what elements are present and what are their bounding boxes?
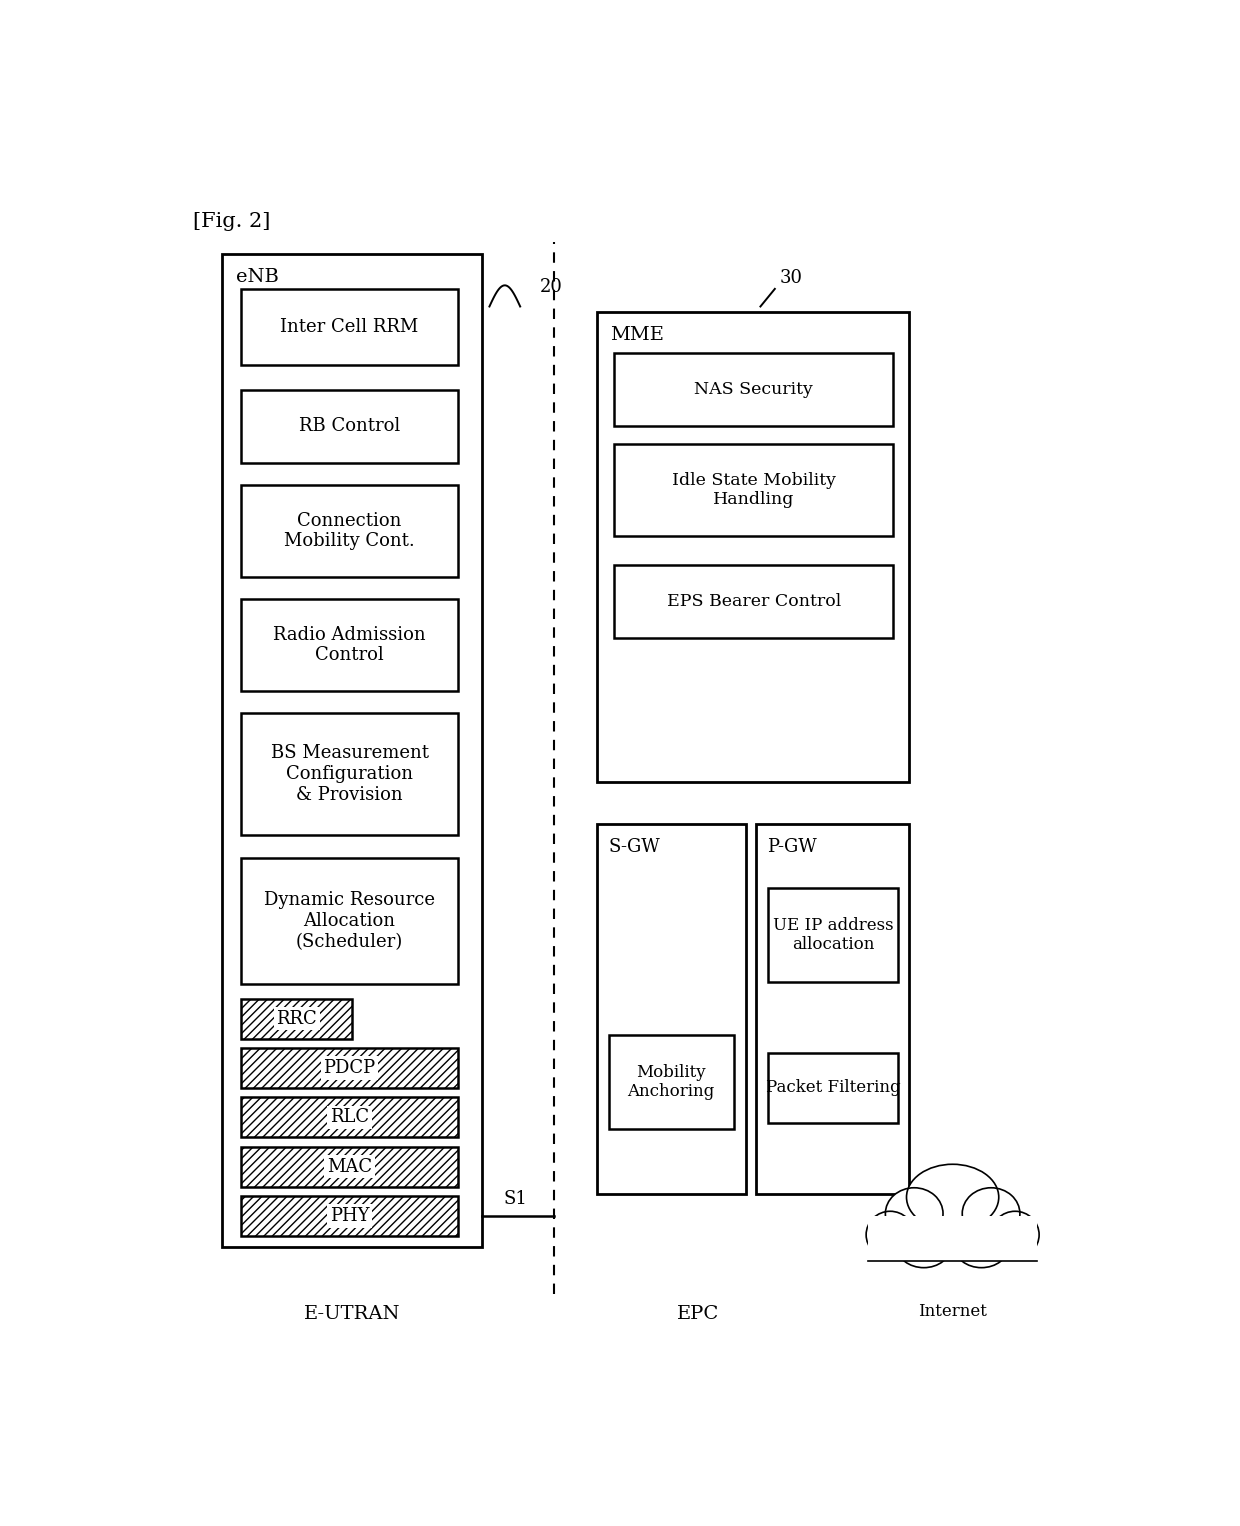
- Text: RRC: RRC: [277, 1010, 317, 1027]
- Bar: [242, 858, 458, 984]
- Text: Inter Cell RRM: Inter Cell RRM: [280, 317, 419, 336]
- Text: Mobility
Anchoring: Mobility Anchoring: [627, 1064, 714, 1100]
- Text: 20: 20: [539, 278, 562, 296]
- Ellipse shape: [897, 1225, 951, 1268]
- Text: Connection
Mobility Cont.: Connection Mobility Cont.: [284, 511, 415, 551]
- Text: Dynamic Resource
Allocation
(Scheduler): Dynamic Resource Allocation (Scheduler): [264, 891, 435, 951]
- Text: BS Measurement
Configuration
& Provision: BS Measurement Configuration & Provision: [270, 745, 429, 804]
- Text: [Fig. 2]: [Fig. 2]: [193, 212, 270, 232]
- Ellipse shape: [991, 1212, 1039, 1259]
- Bar: [222, 253, 481, 1247]
- Bar: [768, 1053, 898, 1123]
- Bar: [868, 1216, 1037, 1260]
- Text: Idle State Mobility
Handling: Idle State Mobility Handling: [672, 472, 836, 508]
- Bar: [242, 600, 458, 691]
- Bar: [242, 713, 458, 835]
- Bar: [242, 1196, 458, 1236]
- Text: RLC: RLC: [330, 1108, 370, 1126]
- Text: Internet: Internet: [918, 1303, 987, 1320]
- Ellipse shape: [885, 1187, 942, 1239]
- Bar: [242, 391, 458, 462]
- Bar: [242, 1048, 458, 1088]
- Text: PHY: PHY: [330, 1207, 370, 1225]
- Text: 30: 30: [780, 269, 802, 287]
- Text: UE IP address
allocation: UE IP address allocation: [773, 917, 893, 954]
- Bar: [242, 288, 458, 365]
- Bar: [242, 998, 352, 1039]
- Text: PDCP: PDCP: [324, 1059, 376, 1077]
- Bar: [596, 313, 909, 783]
- Text: S-GW: S-GW: [609, 838, 661, 856]
- Text: EPC: EPC: [677, 1305, 719, 1323]
- Ellipse shape: [866, 1212, 914, 1259]
- Ellipse shape: [955, 1225, 1008, 1268]
- Bar: [596, 824, 746, 1193]
- Text: S1: S1: [503, 1190, 527, 1207]
- Text: EPS Bearer Control: EPS Bearer Control: [667, 594, 841, 610]
- Bar: [242, 1097, 458, 1137]
- Bar: [614, 354, 893, 426]
- Bar: [242, 1146, 458, 1187]
- Bar: [614, 565, 893, 638]
- Ellipse shape: [906, 1164, 998, 1230]
- Text: MAC: MAC: [327, 1158, 372, 1175]
- Text: MME: MME: [610, 327, 665, 345]
- Bar: [755, 824, 909, 1193]
- Text: NAS Security: NAS Security: [694, 382, 813, 398]
- Text: Radio Admission
Control: Radio Admission Control: [273, 626, 425, 664]
- Text: Packet Filtering: Packet Filtering: [765, 1079, 900, 1096]
- Bar: [242, 485, 458, 577]
- Text: eNB: eNB: [236, 267, 279, 285]
- Ellipse shape: [962, 1187, 1021, 1239]
- Bar: [768, 888, 898, 983]
- Text: RB Control: RB Control: [299, 417, 401, 435]
- Text: P-GW: P-GW: [768, 838, 817, 856]
- Bar: [609, 1035, 734, 1129]
- Text: E-UTRAN: E-UTRAN: [304, 1305, 401, 1323]
- Bar: [614, 444, 893, 536]
